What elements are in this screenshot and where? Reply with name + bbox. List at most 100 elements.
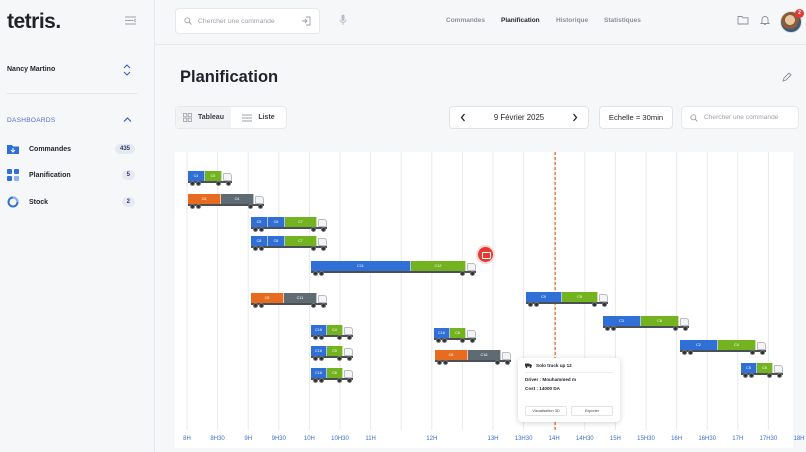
sidebar-item-commandes[interactable]: Commandes 435 <box>7 142 135 156</box>
container-segment: C11 <box>311 261 411 271</box>
container-segment: C8 <box>251 236 268 246</box>
container-segment: C16 <box>434 328 450 338</box>
container-segment: C6 <box>268 217 285 227</box>
truck-block[interactable]: C3 C8 <box>603 316 690 334</box>
date-picker: 9 Février 2025 <box>449 106 589 129</box>
truck-chassis <box>311 335 353 337</box>
truck-wheel <box>313 271 318 276</box>
container-segment: C6 <box>268 236 285 246</box>
time-tick-label: 8H <box>183 436 191 442</box>
truck-block[interactable]: C16 C6 <box>434 328 477 346</box>
nav-commandes[interactable]: Commandes <box>446 17 486 24</box>
time-tick-label: 15H <box>609 436 621 442</box>
view-3d-button[interactable]: Visualisation 3D <box>525 406 567 416</box>
container-segment: C9 <box>526 292 562 302</box>
truck-chassis <box>741 373 783 375</box>
view-toggle: Tableau Liste <box>175 106 287 129</box>
truck-wheel <box>319 356 324 361</box>
list-icon <box>242 114 253 121</box>
chevron-right-icon[interactable] <box>572 113 578 122</box>
popup-title: Solo truck up 12 <box>525 363 613 368</box>
truck-block[interactable]: C8 C4 <box>188 194 265 212</box>
planning-search-input[interactable]: Chercher une commande <box>681 106 799 129</box>
truck-cargo: C8 C4 <box>188 194 254 204</box>
time-tick-label: 16H <box>671 436 683 442</box>
truck-cab <box>599 294 608 302</box>
truck-chassis <box>435 360 511 362</box>
export-button[interactable]: Exporter <box>571 406 613 416</box>
truck-cab <box>255 196 264 204</box>
popup-cost: Cost : 14000 DA <box>525 386 560 391</box>
container-segment: C16 <box>468 350 501 360</box>
nav-historique[interactable]: Historique <box>556 17 589 24</box>
chevron-updown-icon[interactable] <box>123 64 131 76</box>
truck-cab <box>318 219 327 227</box>
truck-block[interactable]: C8 C6 C7 <box>251 236 328 254</box>
truck-block[interactable]: C8 C11 <box>251 293 328 311</box>
current-date: 9 Février 2025 <box>493 113 545 122</box>
app-logo: tetris. <box>7 10 61 33</box>
truck-block[interactable]: C16 C6 <box>311 368 354 386</box>
truck-wheel <box>495 360 500 365</box>
truck-block[interactable]: C9 C9 <box>526 292 609 310</box>
nav-statistiques[interactable]: Statistiques <box>604 17 641 24</box>
grid-icon <box>7 169 19 181</box>
truck-block[interactable]: C2 C4 <box>680 340 767 358</box>
tab-tableau[interactable]: Tableau <box>176 107 231 128</box>
folder-outline-icon[interactable] <box>737 14 749 26</box>
container-segment: C4 <box>718 340 756 350</box>
container-segment: C5 <box>251 217 268 227</box>
time-tick-label: 17H <box>732 436 744 442</box>
truck-block[interactable]: C11 C12 <box>311 261 477 279</box>
truck-wheel <box>605 326 610 331</box>
tab-liste[interactable]: Liste <box>231 107 286 128</box>
container-segment: C8 <box>188 194 221 204</box>
chevron-left-icon[interactable] <box>460 113 466 122</box>
sidebar-item-stock[interactable]: Stock 2 <box>7 195 135 209</box>
container-segment: C4 <box>221 194 254 204</box>
time-tick-label: 13H30 <box>514 436 533 442</box>
sidebar-item-planification[interactable]: Planification 5 <box>7 168 135 182</box>
time-tick-label: 15H30 <box>637 436 655 442</box>
truck-wheel <box>683 326 688 331</box>
truck-wheel <box>470 271 475 276</box>
nav-planification[interactable]: Planification <box>501 17 540 24</box>
truck-block[interactable]: C16 C4 <box>311 325 354 343</box>
tab-label: Tableau <box>198 114 224 121</box>
truck-wheel <box>196 181 201 186</box>
truck-wheel <box>313 378 318 383</box>
alert-icon[interactable] <box>478 247 493 262</box>
time-tick-label: 14H30 <box>575 436 594 442</box>
top-search-input[interactable]: Chercher une commande <box>175 8 320 34</box>
time-tick-label: 16H30 <box>698 436 717 442</box>
donut-chart-icon <box>7 196 19 208</box>
truck-chassis <box>251 303 327 305</box>
divider <box>7 93 137 94</box>
truck-cargo: C5 C8 <box>741 363 773 373</box>
chevron-up-icon[interactable] <box>123 116 132 123</box>
time-tick-label: 12H <box>426 436 438 442</box>
pencil-icon[interactable] <box>782 72 792 82</box>
truck-block[interactable]: C5 C6 C7 <box>251 217 328 235</box>
bell-icon[interactable] <box>759 14 771 26</box>
truck-cab <box>318 295 327 303</box>
truck-block[interactable]: C5 C8 <box>741 363 784 381</box>
truck-block[interactable]: C16 C5 <box>311 346 354 364</box>
truck-wheel <box>226 181 231 186</box>
login-icon[interactable] <box>301 16 311 26</box>
time-tick-label: 10H30 <box>331 436 349 442</box>
search-placeholder: Chercher une commande <box>198 17 275 25</box>
dashboards-section-title: DASHBOARDS <box>7 117 56 124</box>
truck-cab <box>344 370 353 378</box>
truck-block[interactable]: C8 C16 <box>435 350 512 368</box>
scale-selector[interactable]: Echelle = 30min <box>599 106 673 129</box>
truck-wheel <box>347 378 352 383</box>
count-badge: 435 <box>114 144 135 154</box>
truck-block[interactable]: C4 C5 <box>188 171 233 189</box>
truck-chassis <box>680 350 766 352</box>
truck-chassis <box>311 271 476 273</box>
truck-wheel <box>319 271 324 276</box>
user-name[interactable]: Nancy Martino <box>7 66 56 73</box>
collapse-sidebar-icon[interactable] <box>125 16 136 25</box>
microphone-icon[interactable] <box>339 14 347 26</box>
